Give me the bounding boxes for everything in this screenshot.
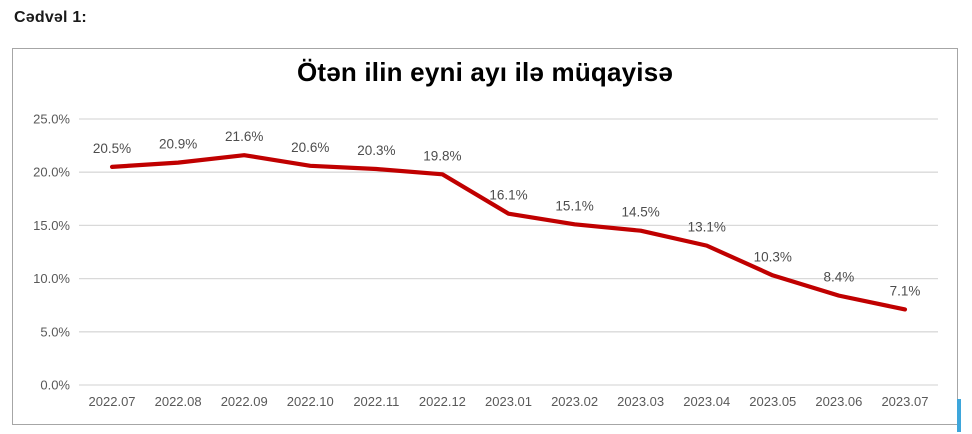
line-chart: 0.0% 5.0% 10.0% 15.0% 20.0% 25.0% 2022.07 2022.… bbox=[33, 112, 938, 409]
data-label: 20.9% bbox=[159, 137, 197, 152]
x-axis-label: 2022.09 bbox=[221, 394, 268, 409]
data-label: 8.4% bbox=[823, 270, 854, 285]
x-axis-label: 2022.10 bbox=[287, 394, 334, 409]
x-axis-label: 2023.04 bbox=[683, 394, 730, 409]
data-label: 19.8% bbox=[423, 148, 461, 163]
x-axis-label: 2023.07 bbox=[881, 394, 928, 409]
x-axis-label: 2022.11 bbox=[353, 394, 399, 409]
data-label: 21.6% bbox=[225, 129, 263, 144]
data-label: 20.6% bbox=[291, 140, 329, 155]
y-tick-label: 5.0% bbox=[40, 324, 70, 339]
data-label: 16.1% bbox=[489, 188, 527, 203]
data-label: 20.5% bbox=[93, 141, 131, 156]
y-tick-label: 25.0% bbox=[33, 112, 70, 127]
y-tick-label: 15.0% bbox=[33, 218, 70, 233]
chart-caption: Cədvəl 1: bbox=[14, 9, 87, 26]
data-label: 14.5% bbox=[622, 205, 660, 220]
series-line bbox=[109, 153, 908, 312]
x-axis-label: 2023.01 bbox=[485, 394, 532, 409]
data-label: 20.3% bbox=[357, 143, 395, 158]
y-tick-label: 10.0% bbox=[33, 271, 70, 286]
x-axis-label: 2022.12 bbox=[419, 394, 466, 409]
x-axis-label: 2022.08 bbox=[155, 394, 202, 409]
data-label: 7.1% bbox=[890, 283, 921, 298]
text-cursor bbox=[957, 399, 961, 432]
x-axis-label: 2023.05 bbox=[749, 394, 796, 409]
data-label: 10.3% bbox=[754, 249, 792, 264]
x-axis-label: 2023.06 bbox=[815, 394, 862, 409]
data-label: 15.1% bbox=[555, 198, 593, 213]
data-label: 13.1% bbox=[688, 220, 726, 235]
x-axis-label: 2023.02 bbox=[551, 394, 598, 409]
x-axis-label: 2022.07 bbox=[89, 394, 136, 409]
y-tick-label: 20.0% bbox=[33, 165, 70, 180]
x-axis-label: 2023.03 bbox=[617, 394, 664, 409]
y-tick-label: 0.0% bbox=[40, 378, 70, 393]
chart-frame[interactable]: Ötən ilin eyni ayı ilə müqayisə 0.0% 5.0%… bbox=[12, 48, 958, 425]
